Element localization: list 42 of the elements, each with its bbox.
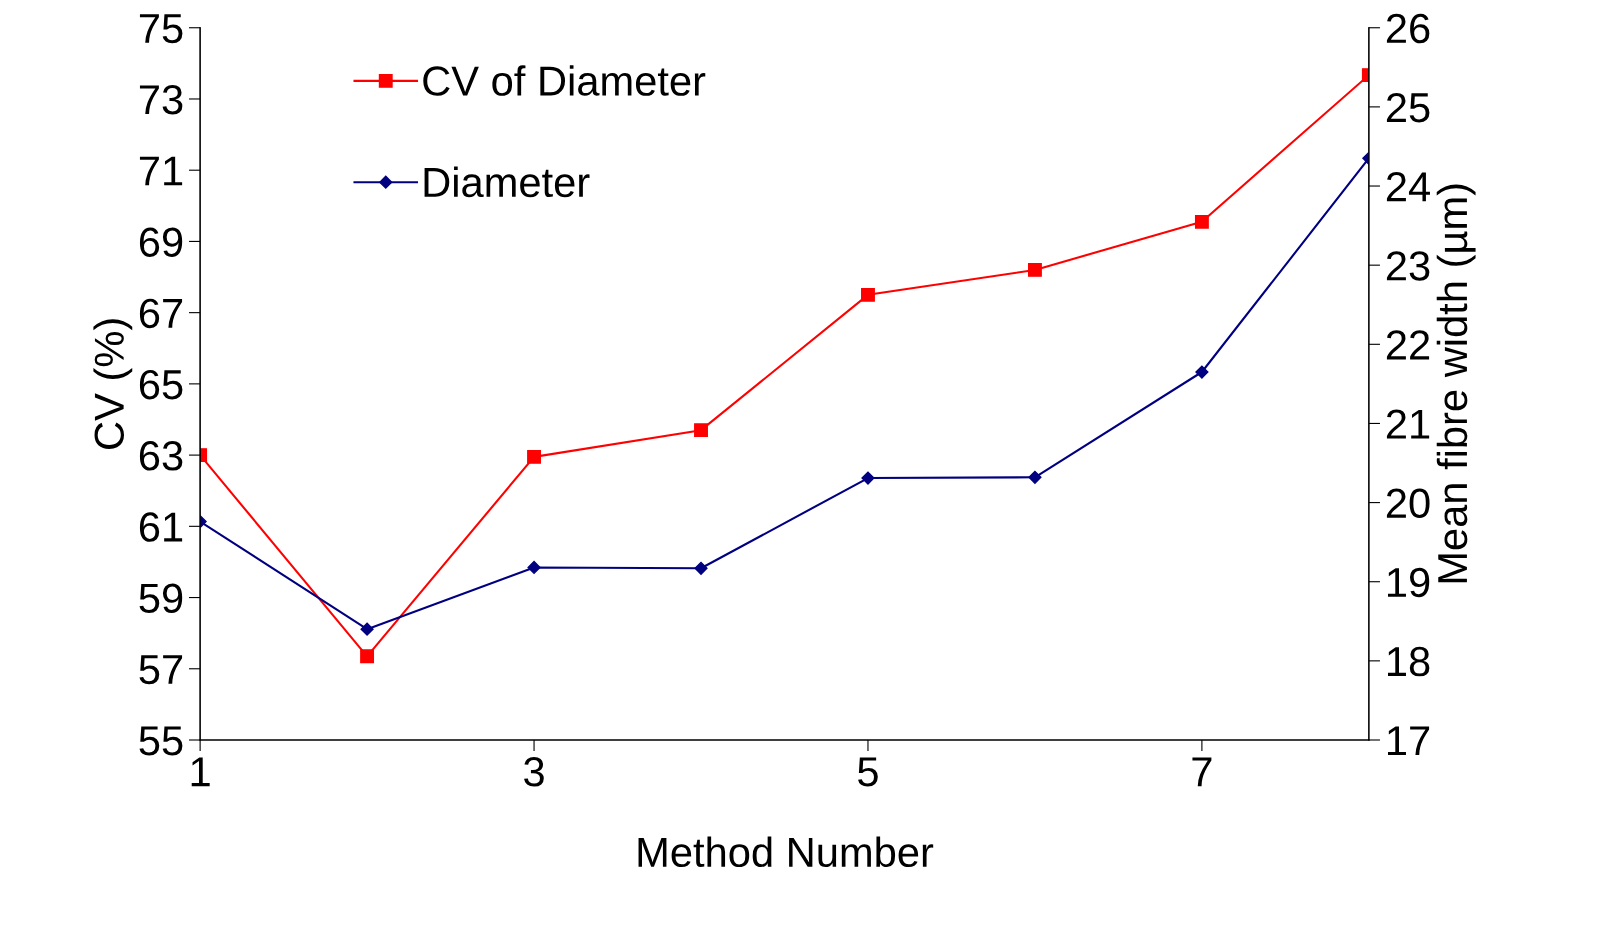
point — [1194, 214, 1209, 229]
point — [1195, 365, 1209, 379]
point — [694, 561, 708, 575]
y2-tick-label: 18 — [1388, 646, 1430, 677]
y-tick-label: 69 — [139, 227, 183, 257]
legend-label: CV of Diameter — [423, 65, 706, 96]
point — [527, 560, 541, 575]
y-tick-label: 65 — [139, 369, 183, 400]
point — [360, 622, 374, 636]
x-tick-label: 5 — [858, 757, 878, 787]
y-tick-label: 59 — [139, 583, 183, 614]
y2-tick-label: 23 — [1386, 251, 1430, 281]
y-axis-title: CV (%) — [93, 319, 133, 449]
x-tick-label: 7 — [1192, 757, 1212, 787]
y2-tick-label: 24 — [1386, 172, 1430, 202]
point — [360, 649, 375, 664]
x-axis-title: Method Number — [638, 836, 934, 868]
point — [1028, 470, 1042, 484]
x-tick-label: 1 — [191, 757, 210, 787]
y2-tick-label: 25 — [1386, 92, 1430, 123]
y-tick-label: 63 — [139, 441, 183, 471]
y-tick-label: 75 — [139, 14, 183, 44]
y2-tick-label: 22 — [1386, 330, 1430, 360]
y-tick-label: 61 — [139, 512, 183, 542]
y2-tick-label: 26 — [1386, 13, 1430, 44]
legend-label: Diameter — [424, 166, 590, 198]
point — [527, 449, 541, 464]
y2-tick-label: 20 — [1386, 488, 1430, 519]
x-tick-label: 3 — [524, 757, 544, 787]
point — [861, 471, 875, 485]
y-tick-label: 67 — [139, 298, 183, 329]
y-tick-label: 71 — [139, 156, 183, 186]
y-tick-label: 57 — [139, 655, 183, 685]
y2-tick-label: 19 — [1388, 567, 1430, 598]
point — [1027, 262, 1042, 277]
point — [861, 287, 875, 302]
point — [694, 423, 708, 438]
y2-axis-title: Mean fibre width (µm) — [1436, 184, 1476, 583]
y-tick-label: 55 — [139, 726, 183, 756]
y2-tick-label: 21 — [1386, 409, 1430, 439]
y-tick-label: 73 — [139, 84, 183, 115]
y2-tick-label: 17 — [1388, 726, 1430, 756]
